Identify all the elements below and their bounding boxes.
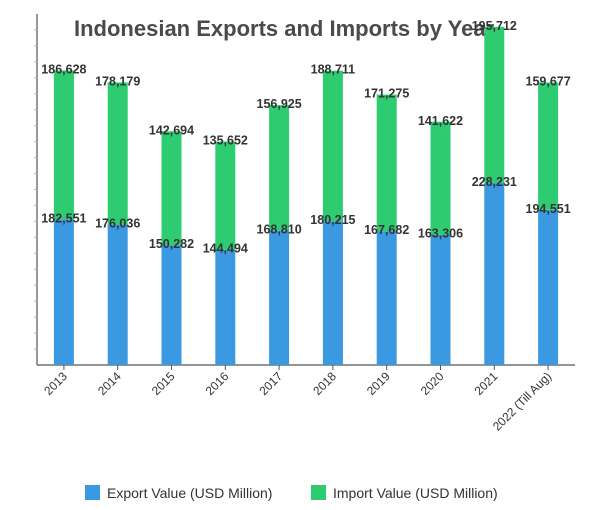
bar-export-2014 [107, 224, 128, 365]
bar-export-2022-Till-Aug- [538, 209, 559, 365]
bar-export-2015 [161, 245, 182, 365]
bar-export-2019 [376, 231, 397, 365]
x-tick-label: 2020 [418, 369, 447, 398]
legend: Export Value (USD Million) Import Value … [85, 485, 498, 501]
data-label-import: 195,712 [472, 19, 517, 33]
x-tick-label: 2021 [472, 369, 501, 398]
data-label-export: 176,036 [95, 217, 140, 231]
data-label-import: 171,275 [364, 87, 409, 101]
data-label-export: 180,215 [310, 213, 355, 227]
bar-import-2014 [107, 82, 128, 225]
data-label-import: 135,652 [203, 134, 248, 148]
x-tick-label: 2017 [256, 369, 285, 398]
data-label-import: 159,677 [526, 74, 571, 88]
bar-import-2013 [53, 70, 74, 220]
x-tick-label: 2019 [364, 369, 393, 398]
legend-label-export: Export Value (USD Million) [107, 485, 272, 501]
legend-label-import: Import Value (USD Million) [333, 485, 498, 501]
data-label-export: 168,810 [257, 222, 302, 236]
bar-export-2016 [215, 249, 236, 365]
x-tick-label-layer: 2013 2014 2015 2016 2017 2018 2019 2020 20212022… [41, 365, 554, 434]
bar-import-2021 [484, 26, 505, 183]
data-label-import: 142,694 [149, 123, 194, 137]
data-label-export: 144,494 [203, 242, 248, 256]
bar-export-2018 [322, 221, 343, 365]
bar-import-2022-Till-Aug- [538, 82, 559, 210]
data-label-import: 156,925 [257, 97, 302, 111]
data-label-export: 163,306 [418, 227, 463, 241]
bar-import-2017 [269, 105, 290, 231]
bar-export-2020 [430, 234, 451, 365]
data-label-layer: 182,551 186,628 176,036 178,179 150,282 142,6… [41, 19, 570, 256]
bar-import-2015 [161, 131, 182, 246]
legend-swatch-import [311, 485, 326, 500]
bar-import-2016 [215, 141, 236, 250]
data-label-export: 194,551 [526, 202, 571, 216]
x-tick-label: 2015 [149, 369, 178, 398]
data-label-import: 188,711 [311, 63, 356, 77]
x-tick-label: 2013 [41, 369, 70, 398]
bar-export-2013 [53, 219, 74, 365]
x-tick-label: 2016 [203, 369, 232, 398]
data-label-export: 182,551 [41, 211, 86, 225]
data-label-import: 178,179 [95, 74, 140, 88]
data-label-import: 141,622 [418, 114, 463, 128]
bar-import-2019 [376, 94, 397, 232]
bar-export-2021 [484, 182, 505, 365]
x-tick-label: 2018 [310, 369, 339, 398]
data-label-export: 167,682 [364, 223, 409, 237]
x-tick-label: 2014 [95, 369, 124, 398]
bar-export-2017 [269, 230, 290, 365]
bar-import-2018 [322, 70, 343, 222]
data-label-export: 228,231 [472, 175, 517, 189]
bar-layer [53, 26, 559, 365]
legend-swatch-export [85, 485, 100, 500]
chart-title: Indonesian Exports and Imports by Year [74, 16, 495, 41]
data-label-import: 186,628 [41, 62, 86, 76]
data-label-export: 150,282 [149, 237, 194, 251]
bar-import-2020 [430, 121, 451, 235]
